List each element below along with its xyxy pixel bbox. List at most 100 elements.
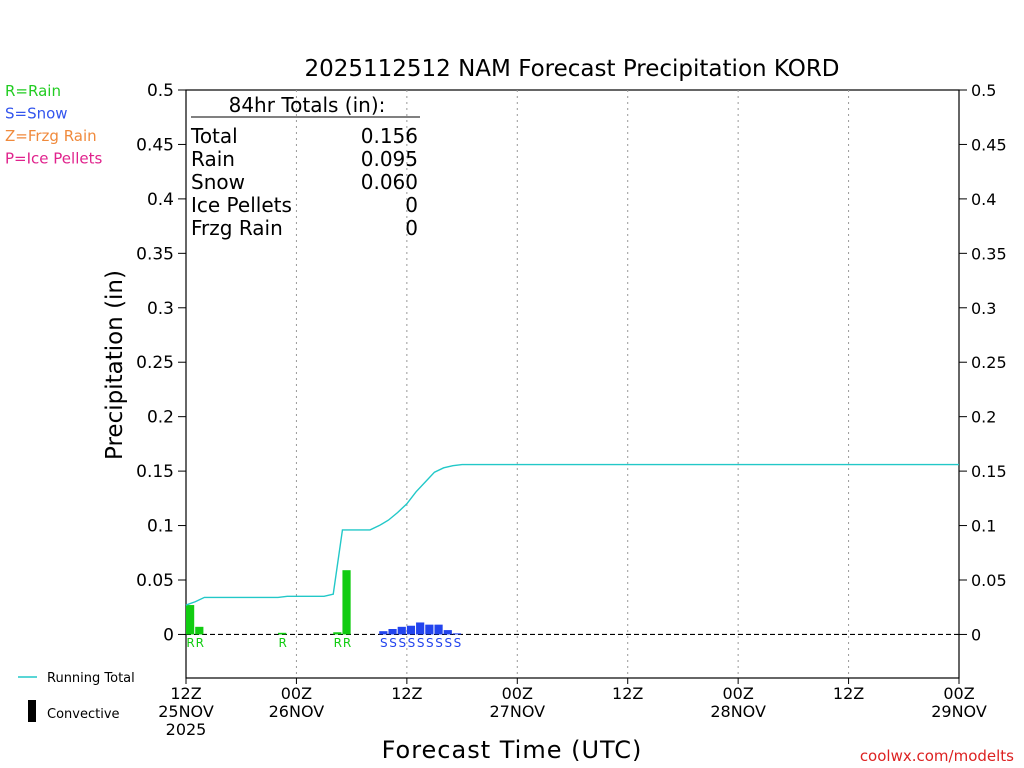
precip-bar-rain [342,570,351,635]
precip-bar-snow [434,624,443,635]
precip-bar-snow [406,625,416,635]
y-axis-right: 0 0.05 0.1 0.15 0.2 0.25 0.3 0.35 0.4 0.45 0.5 [959,81,1007,644]
totals-row-label: Ice Pellets [191,193,292,217]
precip-marker: S [454,636,462,650]
precip-type-legend: R=Rain S=Snow Z=Frzg Rain P=Ice Pellets [5,82,102,168]
totals-header: 84hr Totals (in): [229,93,386,117]
x-axis-label: Forecast Time (UTC) [382,736,643,764]
precip-bar-rain [278,632,287,635]
precip-marker: S [426,636,434,650]
y-axis-label: Precipitation (in) [102,270,128,460]
y-tick-label-left: 0.25 [136,353,174,373]
totals-row-value: 0.095 [361,147,418,171]
precip-bar-snow [397,626,406,635]
precip-bar-snow [416,622,425,635]
totals-row-value: 0.156 [361,124,418,148]
precip-marker: S [417,636,425,650]
y-tick-label-left: 0.35 [136,244,174,264]
x-tick-label: 12Z [170,684,201,703]
precip-bar-rain [186,605,195,635]
precip-bar-snow [425,624,434,635]
precip-bar-snow [388,629,397,635]
y-tick-label-left: 0.4 [147,190,174,210]
x-tick-label: 00Z [722,684,753,703]
precip-bars [186,570,462,635]
totals-row-value: 0.060 [361,170,418,194]
precip-marker: R [196,636,204,650]
totals-row-value: 0 [405,193,418,217]
y-tick-label-right: 0.2 [971,408,996,427]
precip-type-legend-item: S=Snow [5,105,68,123]
precip-marker: S [408,636,416,650]
precip-marker: S [389,636,397,650]
vertical-grid [295,90,850,678]
x-tick-label: 12Z [391,684,422,703]
y-tick-label-right: 0.3 [971,299,996,318]
y-tick-label-right: 0.15 [971,462,1007,481]
totals-rows: Total 0.156 Rain 0.095 Snow 0.060 Ice Pellets 0… [190,124,418,240]
precip-marker: R [186,636,194,650]
totals-row-label: Rain [191,147,235,171]
precip-marker: S [444,636,452,650]
y-tick-label-left: 0.3 [147,299,174,319]
x-tick-label: 27NOV [489,702,545,721]
y-tick-label-right: 0.45 [971,135,1007,154]
y-tick-label-right: 0.05 [971,571,1007,590]
y-tick-label-right: 0.35 [971,244,1007,263]
precip-type-legend-item: R=Rain [5,82,61,100]
series-legend: Running Total Convective [18,671,135,722]
precip-marker: R [343,636,351,650]
x-tick-label: 00Z [502,684,533,703]
series-legend-item: Convective [47,707,120,722]
precip-marker: S [435,636,443,650]
y-tick-label-left: 0.1 [147,517,174,537]
y-tick-label-left: 0.15 [136,462,174,482]
y-tick-label-right: 0.25 [971,353,1007,372]
chart-title: 2025112512 NAM Forecast Precipitation KO… [304,56,839,82]
precip-marker: R [278,636,286,650]
precip-bar-snow [379,631,388,635]
precip-marker: S [398,636,406,650]
precip-bar-snow [443,630,452,635]
y-tick-label-right: 0 [971,625,981,644]
x-tick-label: 2025 [166,720,207,739]
y-tick-label-right: 0.4 [971,190,996,209]
y-tick-label-left: 0 [163,625,174,645]
x-tick-label: 26NOV [269,702,325,721]
series-legend-item: Running Total [47,671,135,686]
y-tick-label-left: 0.05 [136,571,174,591]
x-tick-label: 28NOV [710,702,766,721]
precip-bar-rain [333,632,342,635]
convective-swatch [28,700,36,722]
x-tick-label: 00Z [943,684,974,703]
y-tick-label-right: 0.5 [971,81,996,100]
plot-frame [185,89,960,679]
precip-type-legend-item: Z=Frzg Rain [5,127,97,145]
y-axis-left: 0 0.05 0.1 0.15 0.2 0.25 0.3 0.35 0.4 0.45 0.5 [136,81,186,645]
precip-type-legend-item: P=Ice Pellets [5,150,102,168]
totals-row-value: 0 [405,216,418,240]
precip-marker: R [334,636,342,650]
totals-row-label: Frzg Rain [191,216,283,240]
x-tick-label: 25NOV [158,702,214,721]
x-tick-label: 12Z [612,684,643,703]
y-tick-label-left: 0.2 [147,408,174,428]
y-tick-label-right: 0.1 [971,517,996,536]
precip-bar-snow [452,633,462,635]
precip-bar-rain [195,626,204,635]
x-tick-label: 00Z [281,684,312,703]
precip-marker: S [380,636,388,650]
x-tick-label: 12Z [833,684,864,703]
x-tick-label: 29NOV [931,702,987,721]
running-total-line [185,463,959,606]
y-tick-label-left: 0.45 [136,135,174,155]
y-tick-label-left: 0.5 [147,81,174,101]
totals-row-label: Total [190,124,238,148]
totals-box: 84hr Totals (in): Total 0.156 Rain 0.095 Sno… [190,93,420,240]
totals-row-label: Snow [191,170,245,194]
credit-text: coolwx.com/modelts [860,747,1014,765]
